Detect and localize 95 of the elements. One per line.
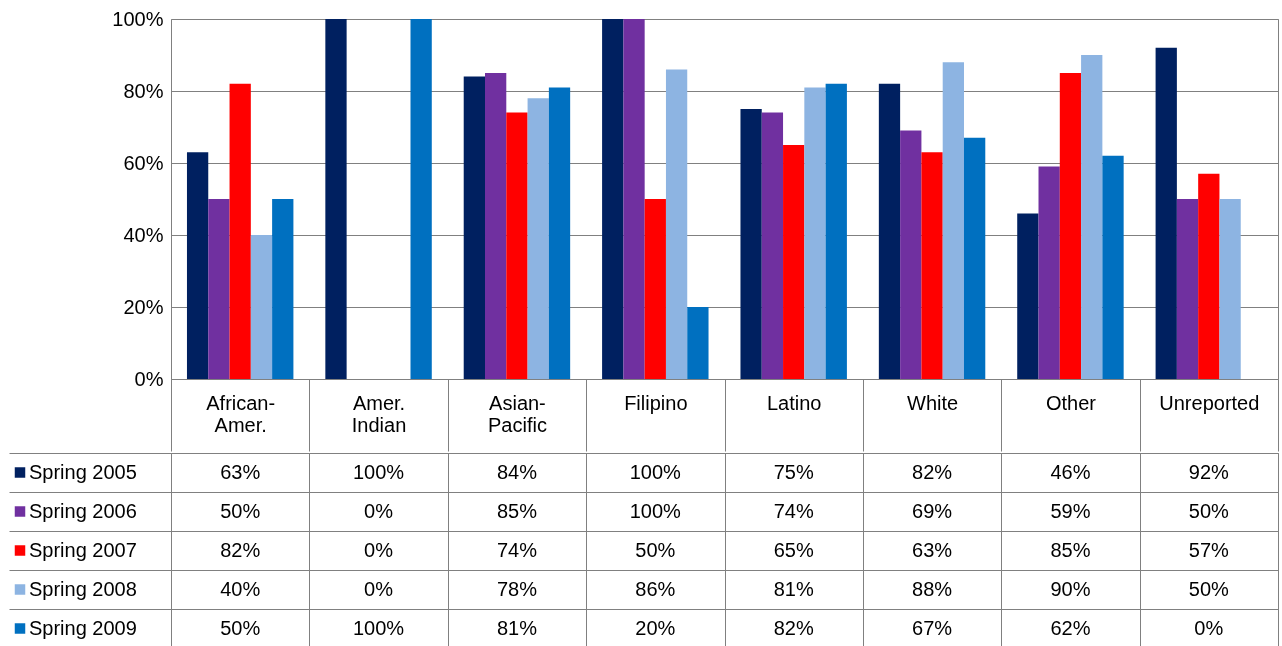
bar — [410, 19, 432, 379]
data-label: 85% — [1050, 538, 1091, 561]
bar — [878, 83, 901, 379]
y-tick-label: 60% — [123, 151, 164, 174]
bar — [1102, 155, 1124, 379]
bar — [761, 112, 784, 379]
data-label: 62% — [1050, 616, 1091, 639]
y-tick-label: 80% — [123, 79, 164, 102]
bar — [644, 199, 666, 379]
bar — [325, 19, 347, 379]
data-label: 0% — [364, 538, 394, 561]
bar — [272, 199, 294, 379]
legend-label: Spring 2008 — [29, 577, 137, 600]
bar — [1219, 199, 1241, 379]
data-label: 86% — [635, 577, 676, 600]
data-label: 67% — [912, 616, 953, 639]
data-label: 78% — [496, 577, 538, 600]
y-tick-label: 0% — [134, 367, 164, 390]
bar — [548, 87, 571, 379]
bar — [527, 98, 549, 379]
y-tick-label: 20% — [123, 295, 164, 318]
data-label: 100% — [629, 499, 682, 522]
bar — [740, 109, 762, 379]
data-label: 90% — [1050, 577, 1091, 600]
data-label: 74% — [773, 499, 814, 522]
bar — [1059, 73, 1082, 379]
bar — [900, 130, 922, 379]
bar — [463, 76, 485, 379]
data-label: 81% — [773, 577, 814, 600]
data-label: 50% — [220, 499, 261, 522]
legend-label: Spring 2005 — [29, 460, 137, 483]
bar — [229, 83, 251, 379]
data-label: 0% — [1194, 616, 1224, 639]
data-label: 69% — [912, 499, 953, 522]
data-label: 65% — [773, 538, 814, 561]
data-label: 84% — [496, 460, 538, 483]
x-tick-label: Asian-Pacific — [487, 391, 547, 436]
x-tick-label: Latino — [766, 391, 822, 414]
bar — [1176, 199, 1199, 379]
bar — [804, 87, 826, 379]
data-label: 0% — [364, 499, 394, 522]
legend-label: Spring 2006 — [29, 499, 137, 522]
data-label: 100% — [352, 616, 405, 639]
data-label: 82% — [220, 538, 261, 561]
data-label: 85% — [496, 499, 538, 522]
data-label: 81% — [496, 616, 538, 639]
bar — [1081, 55, 1103, 379]
data-label: 63% — [220, 460, 261, 483]
data-label: 57% — [1188, 538, 1230, 561]
bar — [186, 152, 209, 379]
legend-label: Spring 2009 — [29, 616, 137, 639]
x-tick-label: White — [907, 391, 959, 414]
bar — [1038, 166, 1060, 379]
bar — [250, 235, 273, 379]
x-tick-label: Other — [1045, 391, 1097, 414]
bar — [665, 69, 688, 379]
legend-label: Spring 2007 — [29, 538, 137, 561]
data-label: 82% — [912, 460, 953, 483]
data-label: 92% — [1188, 460, 1230, 483]
data-label: 88% — [912, 577, 953, 600]
bar — [602, 19, 624, 379]
data-label: 40% — [220, 577, 261, 600]
bar — [783, 145, 805, 379]
bar — [921, 152, 943, 379]
bar — [825, 83, 847, 379]
data-label: 50% — [1188, 577, 1230, 600]
data-label: 20% — [635, 616, 676, 639]
bar — [506, 112, 528, 379]
data-label: 0% — [364, 577, 394, 600]
bar — [1017, 213, 1039, 379]
bar — [623, 19, 645, 379]
x-tick-label: Filipino — [624, 391, 688, 414]
y-tick-label: 100% — [112, 7, 164, 30]
data-label: 82% — [773, 616, 814, 639]
bar — [485, 73, 507, 379]
data-label: 63% — [912, 538, 953, 561]
data-label: 100% — [352, 460, 405, 483]
bar — [1155, 47, 1177, 379]
x-tick-label: Amer. Indian — [351, 391, 407, 436]
bar — [964, 137, 986, 379]
bar — [687, 307, 709, 379]
data-label: 46% — [1050, 460, 1091, 483]
bar — [1198, 173, 1220, 379]
data-label: 74% — [496, 538, 538, 561]
data-label: 100% — [629, 460, 682, 483]
data-label: 50% — [635, 538, 676, 561]
x-tick-label: Unreported — [1159, 391, 1260, 414]
data-label: 59% — [1050, 499, 1091, 522]
bar — [208, 199, 230, 379]
data-label: 50% — [220, 616, 261, 639]
x-tick-label: African-Amer. — [206, 391, 276, 436]
data-label: 75% — [773, 460, 814, 483]
y-tick-label: 40% — [123, 223, 164, 246]
bar — [942, 62, 964, 379]
data-label: 50% — [1188, 499, 1230, 522]
